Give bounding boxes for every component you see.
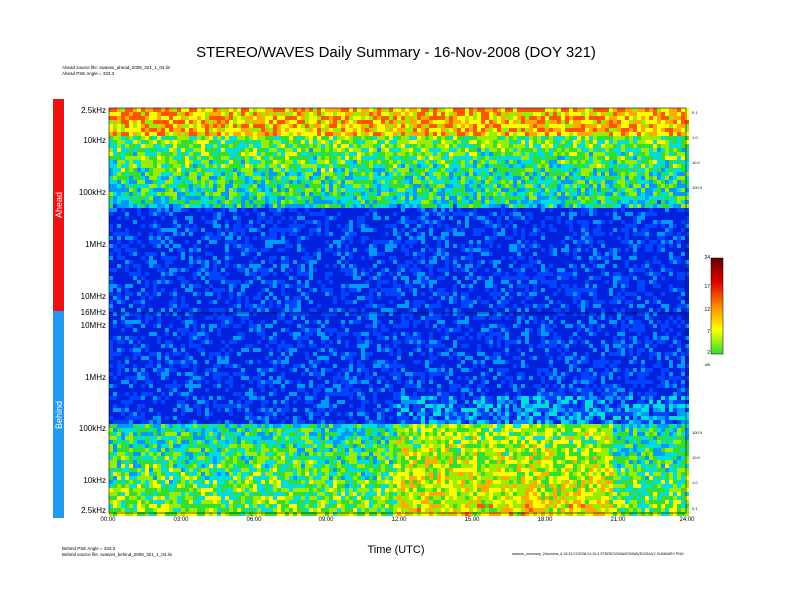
- behind-side-bar: Behind: [53, 311, 64, 518]
- colorbar-tick-label: 12: [704, 307, 710, 313]
- x-tick-label: 00:00: [100, 517, 116, 523]
- right-tick-label: 0.1: [692, 110, 698, 115]
- x-tick-label: 24:00: [679, 517, 695, 523]
- ahead-source-note: Ahead source file: swaves_ahead_2008_321…: [62, 65, 171, 70]
- spectrogram-cells: [109, 108, 689, 516]
- x-tick-label: 09:00: [318, 517, 334, 523]
- y-tick-label: 100kHz: [78, 188, 106, 197]
- y-tick-label: 2.5kHz: [81, 506, 106, 515]
- x-tick-label: 15:00: [464, 517, 480, 523]
- colorbar-tick-label: 2: [707, 350, 710, 356]
- y-tick-label: 10MHz: [80, 321, 106, 330]
- right-tick-label: 100.0: [692, 185, 703, 190]
- y-tick-label: 10kHz: [83, 136, 106, 145]
- colorbar: [710, 257, 724, 355]
- x-tick-label: 18:00: [537, 517, 553, 523]
- x-tick-label: 06:00: [246, 517, 262, 523]
- right-tick-label: 100.0: [692, 430, 703, 435]
- ahead-side-bar: Ahead: [53, 99, 64, 311]
- generator-note: swaves_summary_2dcomms_6 15:33 07/2008 0…: [512, 552, 684, 556]
- x-tick-label: 21:00: [610, 517, 626, 523]
- x-tick-label: 12:00: [391, 517, 407, 523]
- colorbar-tick-label: 17: [704, 284, 710, 290]
- right-tick-label: 0.1: [692, 506, 698, 511]
- ahead-pse-note: Ahead PSE Angle = 333.3: [62, 71, 115, 76]
- colorbar-unit: dB: [705, 362, 710, 367]
- y-tick-label: 1MHz: [85, 240, 106, 249]
- right-tick-label: 1.0: [692, 480, 698, 485]
- right-tick-label: 10.0: [692, 455, 700, 460]
- right-tick-label: 1.0: [692, 135, 698, 140]
- y-tick-label: 100kHz: [78, 424, 106, 433]
- x-axis-label: Time (UTC): [367, 544, 425, 556]
- y-tick-label: 10MHz: [80, 292, 106, 301]
- y-tick-label: 1MHz: [85, 373, 106, 382]
- behind-source-note: Behind source file: swaves_behind_2008_3…: [62, 552, 173, 557]
- y-tick-label: 16MHz: [80, 308, 106, 317]
- colorbar-tick-label: 7: [707, 329, 710, 335]
- page-title: STEREO/WAVES Daily Summary - 16-Nov-2008…: [196, 44, 596, 61]
- plot-frame: [108, 107, 687, 514]
- y-tick-label: 2.5kHz: [81, 106, 106, 115]
- x-tick-label: 03:00: [173, 517, 189, 523]
- colorbar-tick-label: 24: [704, 255, 710, 261]
- behind-pse-note: Behind PSE Angle = 333.3: [62, 546, 116, 551]
- y-tick-label: 10kHz: [83, 476, 106, 485]
- right-tick-label: 10.0: [692, 160, 700, 165]
